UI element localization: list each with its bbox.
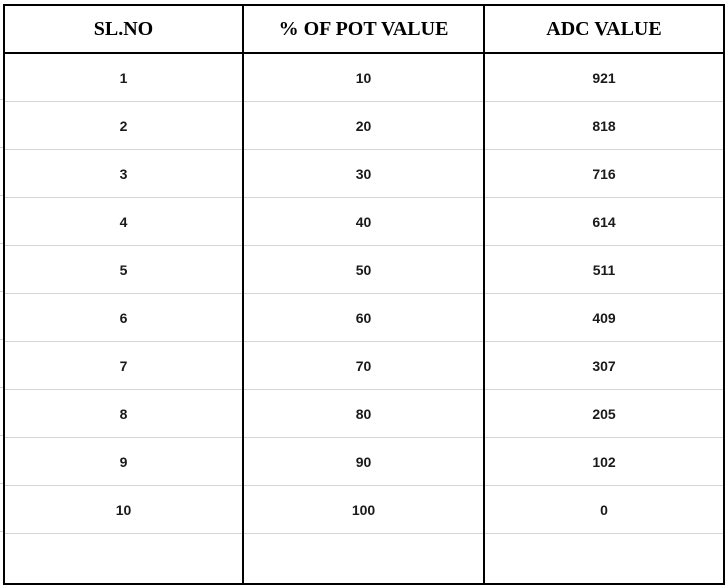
cell-pot-value[interactable]: 100 [242,485,485,534]
cell-sl-no[interactable]: 7 [3,341,244,390]
cell-adc-value[interactable]: 511 [483,245,725,294]
cell-sl-no[interactable]: 4 [3,197,244,246]
cell-pot-value[interactable]: 30 [242,149,485,198]
cell-pot-value[interactable]: 40 [242,197,485,246]
gridline [0,99,4,100]
cell-adc-value[interactable]: 818 [483,101,725,150]
header-row: SL.NO % OF POT VALUE ADC VALUE [3,4,725,54]
cell-sl-no[interactable]: 3 [3,149,244,198]
cell-sl-no[interactable]: 8 [3,389,244,438]
table-row: 4 40 614 [3,197,725,246]
cell-adc-value[interactable]: 0 [483,485,725,534]
gridline [0,243,4,244]
header-sl-no[interactable]: SL.NO [3,4,244,54]
cell-adc-value[interactable]: 409 [483,293,725,342]
cell-adc-value[interactable]: 102 [483,437,725,486]
table-row: 1 10 921 [3,53,725,102]
table-row: 8 80 205 [3,389,725,438]
gridline [0,339,4,340]
table-row: 10 100 0 [3,485,725,534]
cell-adc-value[interactable]: 307 [483,341,725,390]
cell-empty[interactable] [242,533,485,585]
cell-pot-value[interactable]: 70 [242,341,485,390]
cell-pot-value[interactable]: 10 [242,53,485,102]
header-pot-value[interactable]: % OF POT VALUE [242,4,485,54]
gridline [0,435,4,436]
table-row: 6 60 409 [3,293,725,342]
empty-row [3,533,725,585]
cell-pot-value[interactable]: 80 [242,389,485,438]
table-row: 7 70 307 [3,341,725,390]
gridline [0,147,4,148]
gridline [0,531,4,532]
cell-pot-value[interactable]: 20 [242,101,485,150]
gridline [0,291,4,292]
gridline [0,387,4,388]
cell-pot-value[interactable]: 60 [242,293,485,342]
cell-adc-value[interactable]: 614 [483,197,725,246]
cell-sl-no[interactable]: 5 [3,245,244,294]
gridline [0,483,4,484]
cell-sl-no[interactable]: 6 [3,293,244,342]
cell-adc-value[interactable]: 716 [483,149,725,198]
cell-sl-no[interactable]: 1 [3,53,244,102]
cell-pot-value[interactable]: 90 [242,437,485,486]
cell-sl-no[interactable]: 2 [3,101,244,150]
table-row: 9 90 102 [3,437,725,486]
gridline [0,195,4,196]
table-row: 5 50 511 [3,245,725,294]
cell-adc-value[interactable]: 921 [483,53,725,102]
cell-sl-no[interactable]: 9 [3,437,244,486]
table-row: 2 20 818 [3,101,725,150]
cell-empty[interactable] [3,533,244,585]
cell-adc-value[interactable]: 205 [483,389,725,438]
table-row: 3 30 716 [3,149,725,198]
cell-sl-no[interactable]: 10 [3,485,244,534]
cell-pot-value[interactable]: 50 [242,245,485,294]
header-adc-value[interactable]: ADC VALUE [483,4,725,54]
cell-empty[interactable] [483,533,725,585]
pot-adc-table: SL.NO % OF POT VALUE ADC VALUE 1 10 9 21 … [3,4,725,585]
